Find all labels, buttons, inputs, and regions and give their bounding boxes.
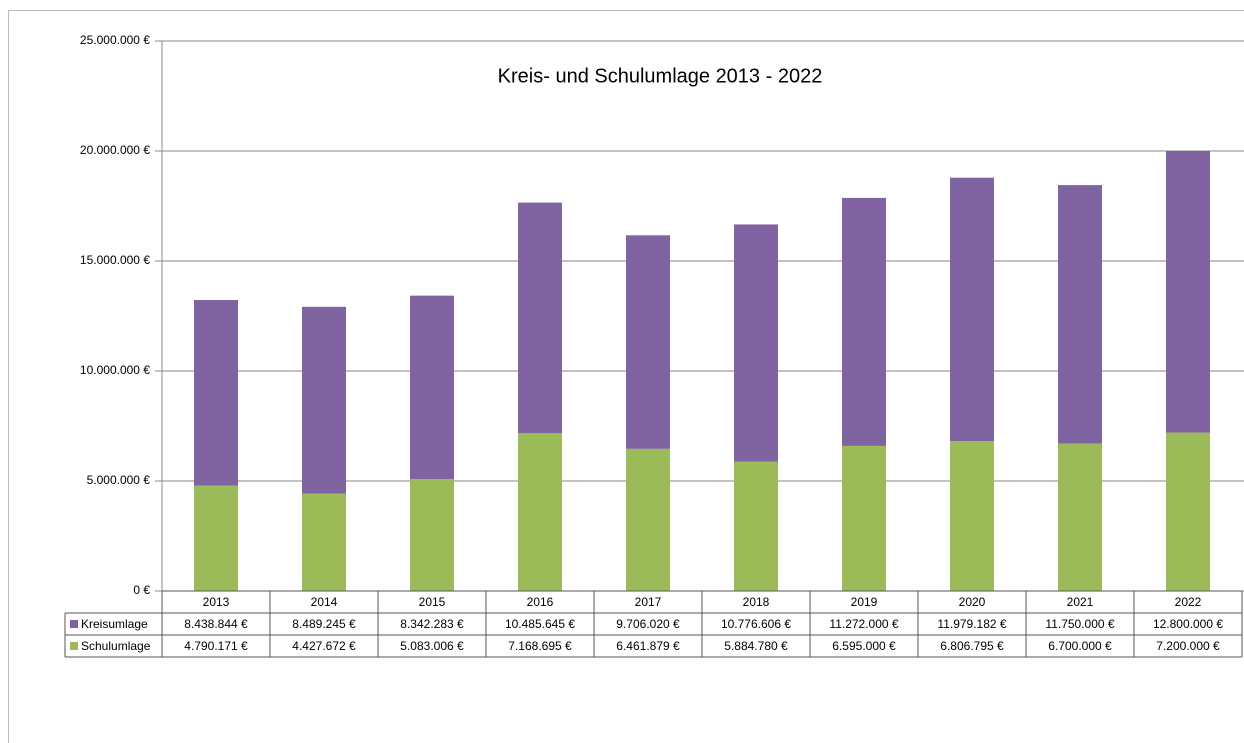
table-value: 6.595.000 € — [832, 639, 896, 653]
table-value: 10.485.645 € — [505, 617, 575, 631]
table-value: 6.461.879 € — [616, 639, 680, 653]
table-value: 11.750.000 € — [1045, 617, 1115, 631]
table-value: 5.884.780 € — [724, 639, 788, 653]
y-tick-label: 5.000.000 € — [87, 473, 151, 487]
table-value: 4.790.171 € — [184, 639, 248, 653]
bar-segment — [518, 433, 562, 591]
table-value: 11.272.000 € — [829, 617, 899, 631]
bar-segment — [734, 461, 778, 591]
bar-segment — [194, 299, 238, 486]
legend-label: Kreisumlage — [81, 617, 148, 631]
y-tick-label: 15.000.000 € — [80, 253, 150, 267]
bar-segment — [1166, 432, 1210, 591]
legend-swatch — [70, 620, 78, 628]
x-tick-label: 2019 — [851, 595, 878, 609]
table-value: 10.776.606 € — [721, 617, 791, 631]
table-value: 12.800.000 € — [1153, 617, 1223, 631]
bar-segment — [842, 197, 886, 446]
table-value: 7.168.695 € — [508, 639, 572, 653]
table-value: 6.806.795 € — [940, 639, 1004, 653]
table-value: 8.489.245 € — [292, 617, 356, 631]
bar-segment — [1166, 151, 1210, 433]
bar-segment — [194, 485, 238, 591]
table-value: 7.200.000 € — [1156, 639, 1220, 653]
x-tick-label: 2021 — [1067, 595, 1094, 609]
y-tick-label: 10.000.000 € — [80, 363, 150, 377]
bar-segment — [1058, 443, 1102, 591]
bar-segment — [302, 493, 346, 591]
bar-segment — [302, 306, 346, 494]
x-tick-label: 2017 — [635, 595, 662, 609]
table-value: 5.083.006 € — [400, 639, 464, 653]
bar-segment — [518, 202, 562, 434]
bar-segment — [1058, 185, 1102, 444]
x-tick-label: 2020 — [959, 595, 986, 609]
bar-segment — [410, 479, 454, 591]
bar-segment — [626, 448, 670, 591]
y-tick-label: 20.000.000 € — [80, 143, 150, 157]
y-tick-label: 25.000.000 € — [80, 33, 150, 47]
bar-segment — [950, 441, 994, 591]
bar-segment — [734, 224, 778, 462]
bar-segment — [950, 177, 994, 442]
x-tick-label: 2014 — [311, 595, 338, 609]
legend-swatch — [70, 642, 78, 650]
x-tick-label: 2013 — [203, 595, 230, 609]
x-tick-label: 2016 — [527, 595, 554, 609]
table-value: 8.342.283 € — [400, 617, 464, 631]
table-value: 6.700.000 € — [1048, 639, 1112, 653]
chart-title: Kreis- und Schulumlage 2013 - 2022 — [498, 65, 823, 87]
table-value: 9.706.020 € — [616, 617, 680, 631]
table-value: 4.427.672 € — [292, 639, 356, 653]
table-value: 11.979.182 € — [937, 617, 1007, 631]
x-tick-label: 2015 — [419, 595, 446, 609]
legend-label: Schulumlage — [81, 639, 151, 653]
x-tick-label: 2022 — [1175, 595, 1202, 609]
bar-segment — [842, 445, 886, 591]
y-tick-label: 0 € — [133, 583, 150, 597]
table-value: 8.438.844 € — [184, 617, 248, 631]
bar-segment — [626, 235, 670, 449]
bar-segment — [410, 295, 454, 480]
chart-frame — [8, 10, 1244, 743]
x-tick-label: 2018 — [743, 595, 770, 609]
